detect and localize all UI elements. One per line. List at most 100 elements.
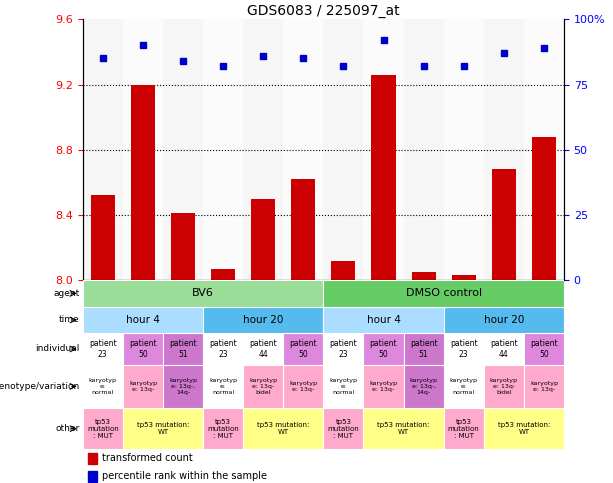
Bar — [403, 19, 444, 280]
Point — [258, 52, 268, 60]
Text: karyotyp
e:
normal: karyotyp e: normal — [329, 378, 357, 395]
Point — [178, 57, 188, 65]
Bar — [324, 333, 364, 365]
Point — [299, 55, 308, 62]
Bar — [83, 307, 203, 333]
Bar — [123, 19, 163, 280]
Bar — [283, 19, 324, 280]
Bar — [88, 471, 97, 482]
Bar — [243, 19, 283, 280]
Text: tp53
mutation
: MUT: tp53 mutation : MUT — [207, 419, 239, 439]
Text: transformed count: transformed count — [102, 453, 192, 463]
Bar — [91, 196, 115, 280]
Text: karyotyp
e: 13q-,
14q-: karyotyp e: 13q-, 14q- — [409, 378, 438, 395]
Bar — [83, 408, 123, 449]
Text: tp53
mutation
: MUT: tp53 mutation : MUT — [327, 419, 359, 439]
Text: patient
44: patient 44 — [249, 339, 277, 359]
Text: karyotyp
e: 13q-: karyotyp e: 13q- — [289, 381, 318, 392]
Text: karyotyp
e:
normal: karyotyp e: normal — [89, 378, 117, 395]
Text: hour 20: hour 20 — [243, 315, 283, 325]
Bar — [364, 19, 403, 280]
Bar — [411, 272, 436, 280]
Text: karyotyp
e:
normal: karyotyp e: normal — [209, 378, 237, 395]
Text: hour 20: hour 20 — [484, 315, 524, 325]
Bar — [324, 19, 364, 280]
Bar — [243, 333, 283, 365]
Bar — [484, 365, 524, 408]
Bar — [492, 170, 516, 280]
Bar — [324, 408, 364, 449]
Bar — [532, 137, 556, 280]
Text: karyotyp
e: 13q-: karyotyp e: 13q- — [129, 381, 157, 392]
Bar — [243, 408, 324, 449]
Text: hour 4: hour 4 — [126, 315, 160, 325]
Text: tp53 mutation:
WT: tp53 mutation: WT — [498, 422, 550, 435]
Bar — [444, 333, 484, 365]
Bar — [524, 365, 564, 408]
Text: patient
44: patient 44 — [490, 339, 517, 359]
Text: patient
50: patient 50 — [530, 339, 558, 359]
Text: time: time — [59, 315, 80, 325]
Bar — [324, 365, 364, 408]
Point — [218, 62, 228, 70]
Bar — [452, 275, 476, 280]
Point — [499, 49, 509, 57]
Title: GDS6083 / 225097_at: GDS6083 / 225097_at — [247, 4, 400, 18]
Text: individual: individual — [36, 344, 80, 354]
Text: agent: agent — [53, 289, 80, 298]
Bar — [131, 85, 155, 280]
Bar — [123, 333, 163, 365]
Bar — [484, 19, 524, 280]
Bar — [484, 408, 564, 449]
Bar — [251, 199, 275, 280]
Text: patient
50: patient 50 — [289, 339, 317, 359]
Bar — [211, 269, 235, 280]
Text: other: other — [55, 424, 80, 433]
Point — [98, 55, 108, 62]
Bar — [291, 179, 315, 280]
Bar — [203, 365, 243, 408]
Text: tp53
mutation
: MUT: tp53 mutation : MUT — [448, 419, 479, 439]
Text: tp53 mutation:
WT: tp53 mutation: WT — [137, 422, 189, 435]
Bar — [484, 333, 524, 365]
Text: patient
23: patient 23 — [89, 339, 116, 359]
Text: patient
51: patient 51 — [410, 339, 438, 359]
Point — [419, 62, 428, 70]
Bar — [364, 333, 403, 365]
Bar — [444, 408, 484, 449]
Bar — [88, 453, 97, 464]
Text: BV6: BV6 — [192, 288, 214, 298]
Bar — [403, 333, 444, 365]
Point — [138, 42, 148, 49]
Bar — [444, 19, 484, 280]
Bar — [163, 365, 203, 408]
Bar — [83, 365, 123, 408]
Bar — [283, 333, 324, 365]
Bar — [203, 19, 243, 280]
Bar — [524, 19, 564, 280]
Text: patient
50: patient 50 — [129, 339, 157, 359]
Text: karyotyp
e: 13q-
bidel: karyotyp e: 13q- bidel — [249, 378, 277, 395]
Point — [539, 44, 549, 52]
Text: DMSO control: DMSO control — [406, 288, 482, 298]
Bar — [283, 365, 324, 408]
Text: karyotyp
e:
normal: karyotyp e: normal — [450, 378, 478, 395]
Bar — [83, 19, 123, 280]
Text: karyotyp
e: 13q-,
14q-: karyotyp e: 13q-, 14q- — [169, 378, 197, 395]
Bar — [364, 365, 403, 408]
Text: genotype/variation: genotype/variation — [0, 382, 80, 391]
Text: percentile rank within the sample: percentile rank within the sample — [102, 471, 267, 482]
Bar — [83, 280, 324, 307]
Bar — [403, 365, 444, 408]
Bar — [203, 307, 324, 333]
Bar — [243, 365, 283, 408]
Bar — [332, 261, 356, 280]
Bar — [123, 408, 203, 449]
Bar — [364, 408, 444, 449]
Text: karyotyp
e: 13q-: karyotyp e: 13q- — [530, 381, 558, 392]
Bar — [203, 408, 243, 449]
Text: patient
23: patient 23 — [330, 339, 357, 359]
Text: patient
50: patient 50 — [370, 339, 397, 359]
Bar — [171, 213, 195, 280]
Text: patient
51: patient 51 — [169, 339, 197, 359]
